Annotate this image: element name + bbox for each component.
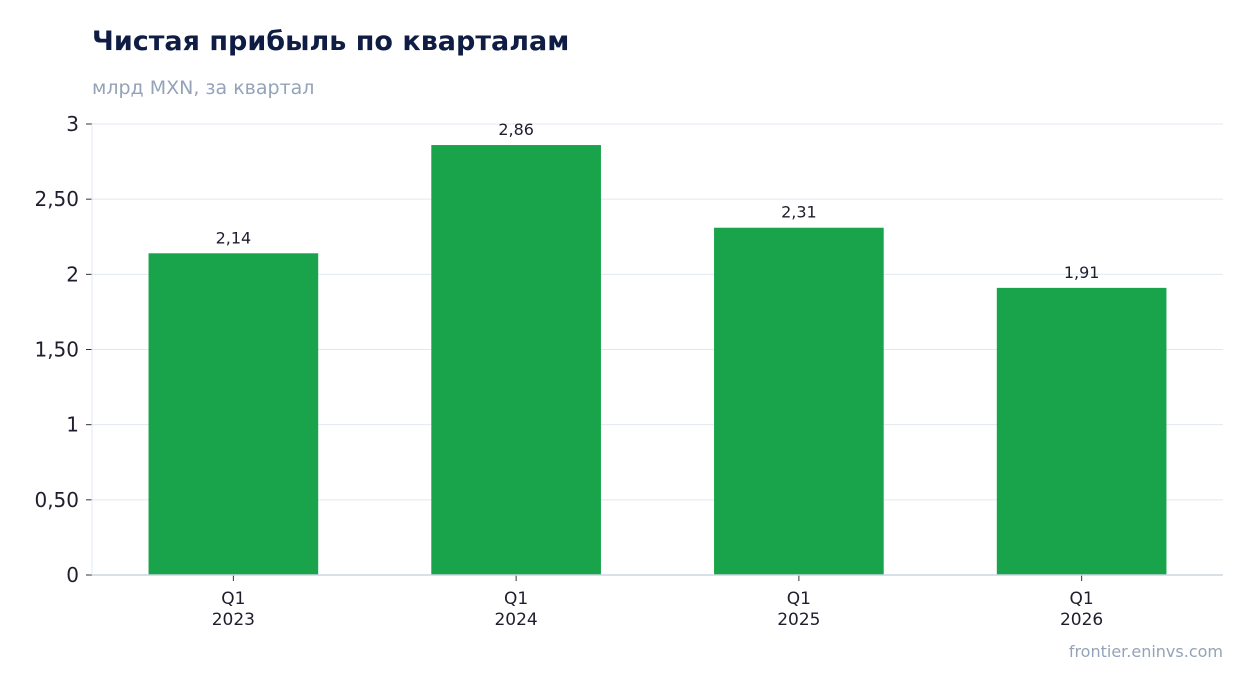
x-tick-label: Q1	[221, 589, 245, 609]
x-tick-label: 2023	[212, 610, 255, 630]
y-tick-label: 1	[66, 413, 79, 437]
chart-subtitle: млрд MXN, за квартал	[92, 77, 315, 99]
x-tick-label: 2025	[777, 610, 820, 630]
chart-title: Чистая прибыль по кварталам	[92, 26, 570, 57]
bar	[996, 287, 1167, 575]
bar	[431, 145, 601, 575]
y-tick-label: 2	[66, 262, 79, 286]
x-tick-label: Q1	[504, 589, 528, 609]
data-label: 1,91	[1064, 263, 1100, 282]
x-tick-label: Q1	[787, 589, 811, 609]
bars: 2,14 2,86 2,31 1,91	[148, 120, 1167, 576]
bar	[148, 253, 319, 575]
y-tick-label: 0,50	[34, 488, 79, 512]
x-tick-label: Q1	[1070, 589, 1094, 609]
y-tick-label: 2,50	[34, 187, 79, 211]
data-label: 2,14	[216, 228, 252, 247]
y-tick-label: 1,50	[34, 338, 79, 362]
x-tick-label: 2026	[1060, 610, 1103, 630]
y-axis: 0 0,50 1 1,50 2 2,50 3	[34, 112, 93, 587]
data-label: 2,86	[498, 120, 534, 139]
bar	[714, 227, 884, 576]
y-tick-label: 3	[66, 112, 79, 136]
y-tick-label: 0	[66, 563, 79, 587]
data-label: 2,31	[781, 203, 817, 222]
x-tick-label: 2024	[494, 610, 537, 630]
source-label: frontier.eninvs.com	[1068, 642, 1223, 661]
